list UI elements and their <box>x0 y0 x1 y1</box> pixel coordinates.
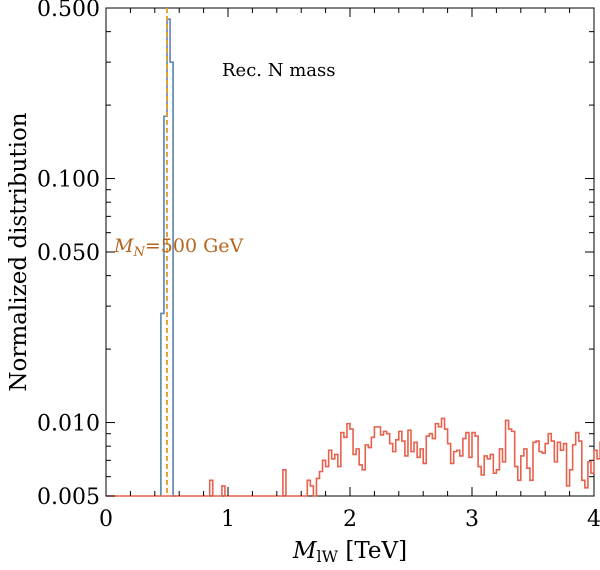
x-tick-label: 0 <box>99 507 113 532</box>
x-axis-title: MlW [TeV] <box>292 538 407 566</box>
series-layer <box>106 18 600 497</box>
y-tick-label: 0.010 <box>37 412 100 437</box>
y-axis-title: Normalized distribution <box>6 112 32 391</box>
x-tick-label: 4 <box>587 507 600 532</box>
series-signal-histogram <box>160 18 177 497</box>
series-background-histogram <box>106 417 600 497</box>
y-tick-label: 0.050 <box>37 241 100 266</box>
mass-line-label: MN=500 GeV <box>113 235 243 260</box>
y-tick-label: 0.005 <box>37 485 100 510</box>
y-tick-label: 0.500 <box>37 0 100 22</box>
ticks-layer: 0 1 2 3 4 0.500 0.100 0.050 0.010 0.005 <box>37 0 600 532</box>
annotation-rec-n-mass: Rec. N mass <box>222 60 335 81</box>
x-tick-label: 3 <box>465 507 479 532</box>
x-tick-label: 2 <box>343 507 357 532</box>
x-tick-label: 1 <box>221 507 235 532</box>
y-tick-label: 0.100 <box>37 168 100 193</box>
